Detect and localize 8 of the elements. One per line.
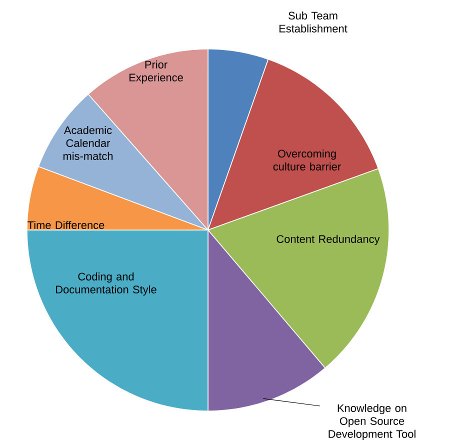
slice-label: Time Difference xyxy=(28,220,104,230)
slice-label: Coding and Documentation Style xyxy=(56,272,156,296)
slice-label: Content Redundancy xyxy=(276,234,380,246)
slice-label: Academic Calendar mis-match xyxy=(63,126,113,160)
slice-label: Sub Team Establishment xyxy=(279,11,348,32)
slice-label: Overcoming culture barrier xyxy=(273,150,341,170)
slice-label: Prior Experience xyxy=(129,60,183,84)
slice-label: Knowledge on Open Source Development Tool xyxy=(328,404,416,440)
